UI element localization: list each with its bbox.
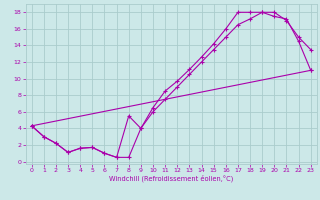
X-axis label: Windchill (Refroidissement éolien,°C): Windchill (Refroidissement éolien,°C) — [109, 175, 233, 182]
